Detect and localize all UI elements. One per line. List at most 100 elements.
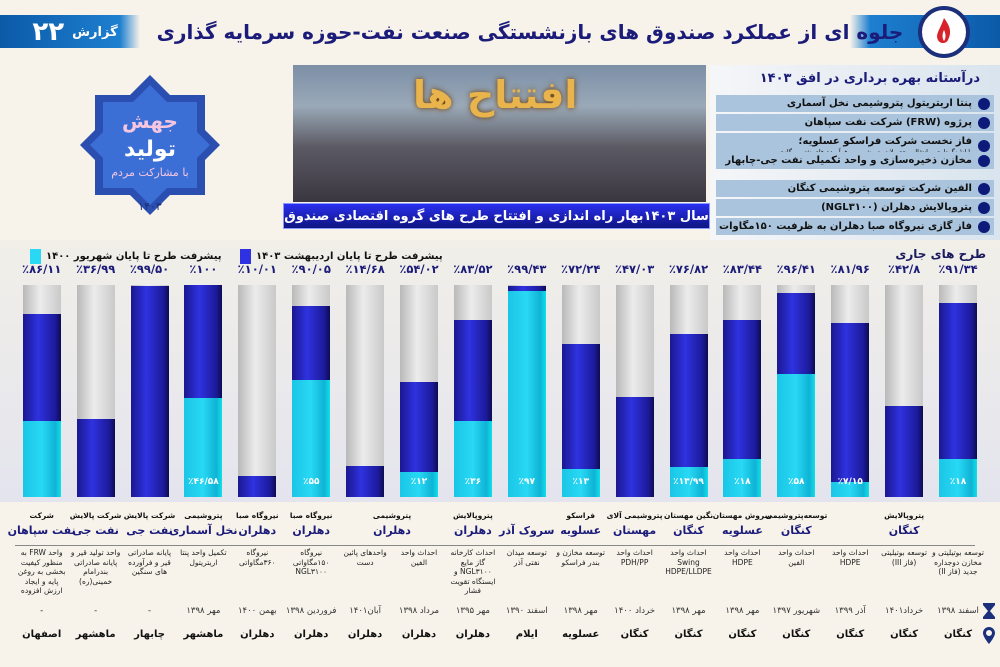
bar-column: ٪۵۵ <box>292 285 331 497</box>
bar-column: ٪۵۸ <box>777 285 816 497</box>
bar-column <box>615 285 654 497</box>
legend-light-swatch <box>30 249 41 264</box>
start-date: خرداد ۱۴۰۰ <box>614 606 656 616</box>
project-location: دهلران <box>455 629 491 640</box>
bar-column <box>22 285 61 497</box>
company-name: کنگان <box>780 524 812 537</box>
start-date: آذر ۱۳۹۹ <box>834 606 866 616</box>
company-label: پتروپالایش <box>452 511 493 520</box>
bar-dark <box>130 286 169 497</box>
percent-label: ٪۹۹/۵۰ <box>129 262 170 276</box>
project-location: عسلویه <box>562 629 600 640</box>
project-location: ایلام <box>515 629 538 640</box>
start-date: مرداد ۱۳۹۸ <box>398 606 440 616</box>
bar-light-label: ٪۷/۱۵ <box>837 477 863 487</box>
project-description: واحدهای پائین دست <box>343 548 387 567</box>
photo-caption: سال ۱۴۰۳بهار راه اندازی و افتتاح طرح های… <box>283 203 710 229</box>
percent-label: ٪۱۰/۰۱ <box>237 262 277 276</box>
project-location: دهلران <box>347 629 383 640</box>
upcoming-title: درآستانه بهره برداری در افق ۱۴۰۳ <box>759 71 980 86</box>
project-description: تکمیل واحد پنتا اریتریتول <box>180 548 227 567</box>
project-description: احداث واحد PDH/PP <box>616 548 653 567</box>
percent-label: ٪۸۳/۵۲ <box>453 262 493 276</box>
bar-light <box>939 458 977 497</box>
bar-light <box>184 398 223 497</box>
bar-dark <box>885 406 924 497</box>
start-date: خرداد۱۴۰۱ <box>885 606 924 616</box>
bar-light <box>669 467 708 497</box>
upcoming-item-text: مخازن ذخیره‌سازی و واحد تکمیلی نفت جی-چا… <box>725 155 972 166</box>
report-label: گزارش <box>72 24 118 40</box>
start-date: آبان۱۴۰۱ <box>349 606 382 616</box>
company-name: دهلران <box>238 524 277 537</box>
bar-dark <box>831 323 870 497</box>
project-location: دهلران <box>240 629 275 640</box>
company-label: شرکت <box>29 511 54 520</box>
bar-dark <box>238 475 277 497</box>
bar-track <box>346 285 385 497</box>
project-description: احداث واحد الفین <box>400 548 438 567</box>
start-date: فروردین ۱۳۹۸ <box>285 606 337 616</box>
company-label: پتروشیمی آلای <box>606 511 663 520</box>
bar-column: ٪۴۶/۵۸ <box>184 285 223 497</box>
project-location: ماهشهر <box>75 629 116 640</box>
project-description: نیروگاه ۱۵۰مگاواتی NGL۳۱۰۰ <box>292 548 330 576</box>
company-name: نخل آسماری <box>169 524 238 537</box>
bullet-icon <box>978 154 990 167</box>
upcoming-item-text: پنتا اریتریتول پتروشیمی نخل آسماری <box>786 98 972 109</box>
svg-text:با مشارکت مردم: با مشارکت مردم <box>111 166 188 179</box>
bar-column <box>238 285 277 497</box>
project-location: دهلران <box>401 629 437 640</box>
photo-title: افتتاح ها <box>413 73 578 117</box>
project-location: کنگان <box>782 629 811 640</box>
bar-light <box>292 380 331 497</box>
company-name: کنگان <box>888 524 920 537</box>
bar-column: ٪۱۸ <box>723 285 762 497</box>
section-title: طرح های جاری <box>895 247 986 261</box>
svg-text:جهش: جهش <box>122 109 178 133</box>
bar-column <box>130 285 169 497</box>
project-description: توسعه بوتیلیتی و مخازن دوجداره جدید (فاز… <box>932 548 984 576</box>
upcoming-item-text: فاز نخست شرکت فراسکو عسلویه؛ <box>798 136 972 147</box>
report-number-badge: گزارش ۲۲ <box>10 17 140 47</box>
report-number: ۲۲ <box>32 17 65 47</box>
start-date: مهر ۱۳۹۵ <box>455 606 490 616</box>
company-label: سروش مهستان <box>712 511 772 520</box>
start-date: بهمن ۱۴۰۰ <box>237 606 277 616</box>
upcoming-item: پرژوه (FRW) شرکت نفت سپاهان <box>716 114 994 131</box>
bar-column: ٪۱۸ <box>939 285 977 497</box>
project-location: کنگان <box>620 629 649 640</box>
project-description: احداث واحد HDPE <box>724 548 761 567</box>
percent-label: ٪۴۷/۰۳ <box>614 262 655 276</box>
bar-light <box>777 374 816 497</box>
percent-label: ٪۱۴/۶۸ <box>345 262 385 276</box>
bar-light-label: ٪۱۸ <box>734 477 751 487</box>
bullet-icon <box>978 201 990 214</box>
bar-light-label: ٪۴۶/۵۸ <box>188 477 219 487</box>
start-date: اسفند ۱۳۹۰ <box>505 606 548 616</box>
svg-text:تولید: تولید <box>124 137 176 162</box>
legend-light-label: پیشرفت طرح تا پایان شهریور ۱۴۰۰ <box>46 251 222 262</box>
bar-light-label: ٪۵۵ <box>302 477 320 487</box>
bar-track <box>238 285 277 497</box>
legend-dark: پیشرفت طرح تا پایان اردیبهشت ۱۴۰۳ <box>240 249 443 264</box>
upcoming-item: فاز گازی نیروگاه صبا دهلران به ظرفیت ۱۵۰… <box>716 218 994 235</box>
bar-light <box>831 481 870 497</box>
company-label: توسعه‌پتروشیمی <box>765 511 828 520</box>
bar-light-label: ٪۱۸ <box>949 477 967 487</box>
bullet-icon <box>978 97 990 110</box>
upcoming-item-text: الفین شرکت توسعه پتروشیمی کنگان <box>787 183 972 194</box>
company-name: کنگان <box>673 524 704 537</box>
header-band <box>0 15 1000 48</box>
upcoming-item-text: پرژوه (FRW) شرکت نفت سپاهان <box>804 117 972 128</box>
percent-label: ٪۴۲/۸ <box>887 262 921 276</box>
company-name: عسلویه <box>721 524 763 537</box>
company-name: دهلران <box>292 524 331 537</box>
bar-dark <box>615 397 654 497</box>
bar-column <box>346 285 385 497</box>
bar-light-label: ٪۱۳ <box>572 477 589 487</box>
company-label: پتروشیمی <box>372 511 412 520</box>
percent-label: ٪۱۰۰ <box>189 262 218 276</box>
project-description: واحد تولید قیر و پایانه صادراتی بندرامام… <box>70 548 121 586</box>
bar-column: ٪۳۶ <box>453 285 492 497</box>
